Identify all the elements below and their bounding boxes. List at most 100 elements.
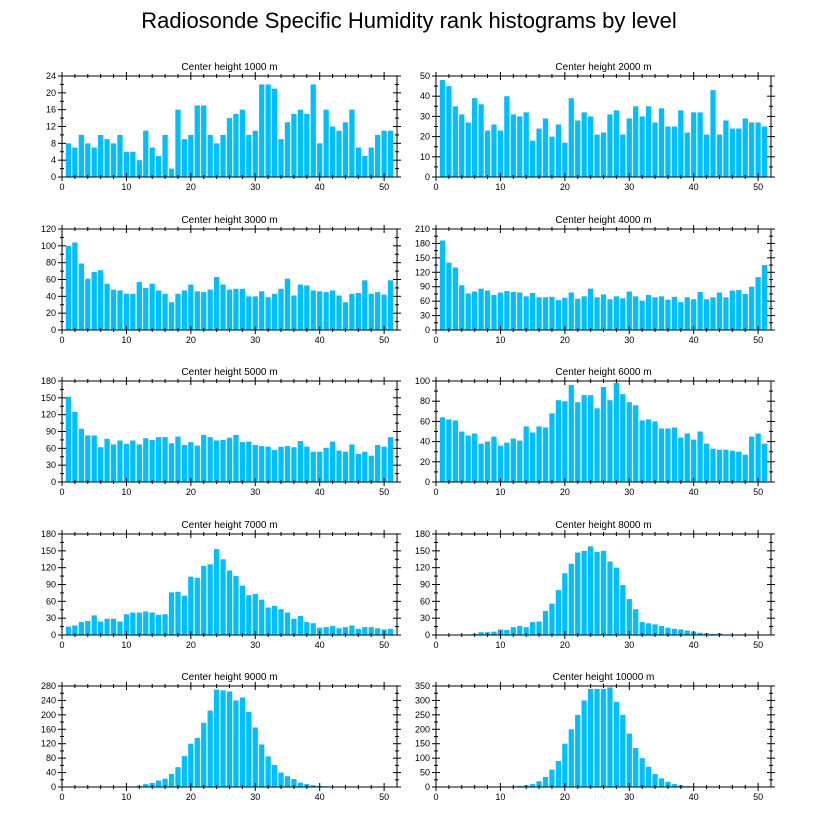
bar [239, 442, 246, 482]
bar [252, 444, 258, 482]
bar [459, 431, 465, 482]
bar [278, 139, 284, 178]
panel-title: Center height 6000 m [555, 367, 651, 378]
bar [620, 585, 626, 635]
chart-panel-10: Center height 10000 m0501001502002503003… [415, 672, 775, 802]
bar [271, 450, 278, 482]
bar [549, 413, 555, 482]
bar [749, 286, 755, 330]
y-tick-label: 180 [415, 238, 430, 248]
y-tick-label: 40 [46, 291, 56, 301]
bar [65, 143, 72, 177]
x-tick-label: 0 [433, 792, 438, 802]
bar [703, 443, 710, 482]
bar [542, 118, 549, 177]
y-tick-label: 50 [420, 768, 430, 778]
y-tick-label: 0 [425, 630, 430, 640]
bar [678, 110, 684, 177]
bar [446, 262, 452, 330]
bar [645, 623, 652, 635]
x-tick-label: 10 [121, 335, 131, 345]
panel-title: Center height 1000 m [181, 62, 277, 73]
bar [317, 291, 323, 330]
bar [587, 288, 594, 330]
bar [375, 444, 381, 482]
bar [278, 288, 284, 330]
bar [665, 299, 671, 330]
bar [265, 297, 271, 330]
y-tick-label: 12 [46, 122, 56, 132]
bar [117, 134, 123, 177]
y-tick-label: 20 [420, 457, 430, 467]
bar [149, 147, 155, 177]
bar [703, 134, 710, 177]
bar [336, 295, 342, 330]
bar [355, 292, 361, 330]
bar [510, 114, 516, 177]
bar [523, 426, 529, 482]
bar [291, 447, 297, 482]
bar [143, 130, 149, 177]
bar [626, 291, 632, 330]
bar [130, 151, 136, 177]
bar [168, 592, 175, 635]
panel-title: Center height 9000 m [181, 672, 277, 683]
y-tick-label: 150 [415, 546, 430, 556]
y-tick-label: 80 [46, 258, 56, 268]
bar [162, 134, 168, 177]
bar [697, 292, 703, 330]
x-tick-label: 30 [624, 182, 634, 192]
bar [284, 776, 291, 787]
bar [761, 265, 768, 330]
bar [600, 387, 607, 482]
y-tick-label: 120 [41, 410, 56, 420]
bar [491, 436, 497, 482]
y-tick-label: 280 [41, 681, 56, 691]
bar [542, 610, 549, 635]
bar [65, 626, 72, 635]
bar [749, 436, 755, 482]
bar [517, 292, 523, 330]
bar [304, 622, 310, 635]
bar [278, 446, 284, 482]
bar [188, 743, 194, 787]
bar [761, 443, 768, 482]
bar [246, 134, 252, 177]
bar [78, 263, 84, 330]
y-tick-label: 60 [46, 443, 56, 453]
x-tick-label: 20 [560, 792, 570, 802]
bar [239, 697, 246, 787]
bar [226, 118, 233, 177]
y-tick-label: 60 [46, 596, 56, 606]
bar [323, 447, 329, 482]
bar [246, 595, 252, 635]
bar [607, 561, 613, 635]
bar [568, 729, 574, 787]
bar [575, 402, 581, 482]
bar [329, 126, 336, 177]
bar [252, 594, 258, 635]
x-tick-label: 40 [315, 487, 325, 497]
bar [265, 607, 271, 635]
bar [723, 449, 729, 482]
x-tick-label: 0 [433, 182, 438, 192]
y-tick-label: 120 [41, 563, 56, 573]
bar [342, 122, 349, 177]
x-tick-label: 10 [121, 792, 131, 802]
bar [742, 454, 748, 482]
bar [555, 590, 562, 635]
y-tick-label: 0 [425, 325, 430, 335]
bar [478, 288, 484, 330]
bar [594, 297, 600, 330]
x-tick-label: 30 [250, 792, 260, 802]
x-tick-label: 10 [495, 182, 505, 192]
bar [168, 302, 175, 330]
bar [278, 772, 284, 787]
y-tick-label: 0 [51, 172, 56, 182]
bar [549, 769, 555, 787]
bar [284, 122, 291, 177]
bar [213, 276, 220, 330]
x-tick-label: 0 [59, 640, 64, 650]
bar [381, 294, 387, 330]
x-tick-label: 20 [186, 640, 196, 650]
